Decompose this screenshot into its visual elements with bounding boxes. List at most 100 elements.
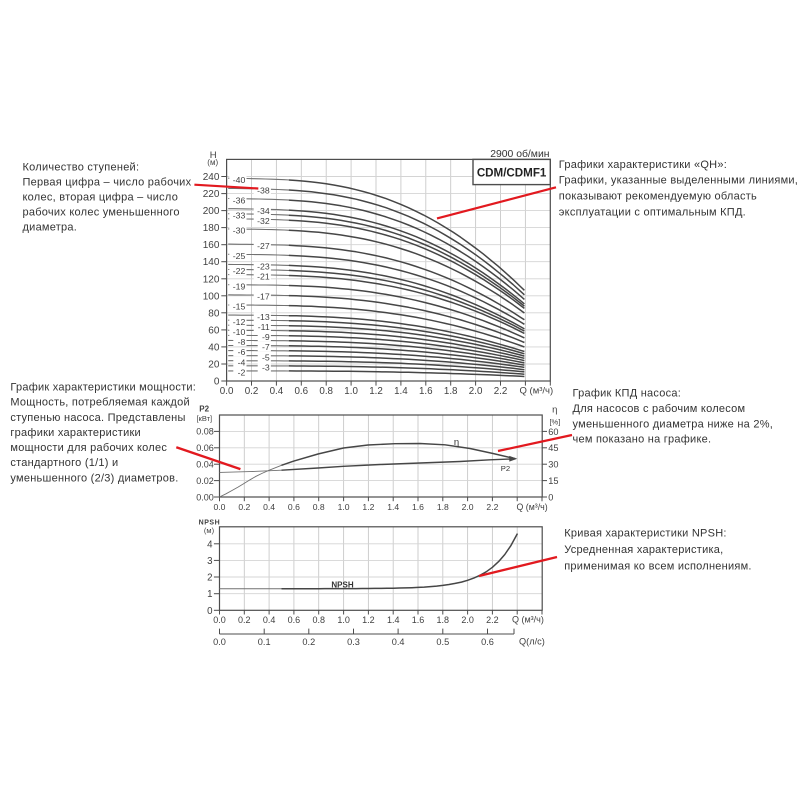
svg-text:1.8: 1.8 xyxy=(437,615,450,625)
svg-text:0.4: 0.4 xyxy=(263,615,276,625)
svg-text:0.0: 0.0 xyxy=(220,386,234,397)
svg-text:[%]: [%] xyxy=(549,417,560,426)
svg-text:0.2: 0.2 xyxy=(238,615,251,625)
svg-text:0.0: 0.0 xyxy=(213,637,226,647)
svg-text:-8: -8 xyxy=(238,337,246,347)
svg-text:Графики, указанные выделенными: Графики, указанные выделенными линиями, xyxy=(559,175,798,187)
svg-text:0.02: 0.02 xyxy=(196,476,214,486)
svg-text:-13: -13 xyxy=(257,312,270,322)
svg-text:0.6: 0.6 xyxy=(288,502,300,512)
svg-text:80: 80 xyxy=(208,308,220,319)
svg-text:-7: -7 xyxy=(262,342,270,352)
svg-text:220: 220 xyxy=(203,189,220,200)
svg-text:эксплуатации с оптимальным КПД: эксплуатации с оптимальным КПД. xyxy=(559,207,746,219)
svg-text:мощности для рабочих колес: мощности для рабочих колес xyxy=(10,442,167,454)
svg-text:NPSH: NPSH xyxy=(331,580,353,589)
svg-text:1.0: 1.0 xyxy=(344,386,358,397)
svg-text:2.0: 2.0 xyxy=(469,386,483,397)
svg-text:15: 15 xyxy=(548,476,558,486)
svg-text:0.4: 0.4 xyxy=(263,502,275,512)
svg-text:-19: -19 xyxy=(233,281,246,291)
svg-text:0.3: 0.3 xyxy=(347,637,360,647)
svg-text:0.00: 0.00 xyxy=(196,492,214,502)
svg-text:-32: -32 xyxy=(257,216,270,226)
svg-text:0.8: 0.8 xyxy=(319,386,333,397)
svg-text:H: H xyxy=(210,150,217,161)
svg-text:показывают рекомендуемую облас: показывают рекомендуемую область xyxy=(559,190,757,202)
svg-text:100: 100 xyxy=(203,291,220,302)
svg-text:180: 180 xyxy=(203,223,220,234)
svg-text:30: 30 xyxy=(548,460,558,470)
svg-text:2.2: 2.2 xyxy=(494,386,508,397)
svg-text:0.04: 0.04 xyxy=(196,460,214,470)
svg-text:120: 120 xyxy=(203,274,220,285)
svg-text:η: η xyxy=(552,405,557,416)
svg-text:1.6: 1.6 xyxy=(412,615,425,625)
svg-text:-25: -25 xyxy=(233,251,246,261)
svg-text:-22: -22 xyxy=(233,266,246,276)
svg-text:применимая ко всем исполнениям: применимая ко всем исполнениям. xyxy=(564,561,752,573)
svg-text:1.2: 1.2 xyxy=(362,502,374,512)
svg-text:графики характеристики: графики характеристики xyxy=(10,427,141,439)
svg-text:140: 140 xyxy=(203,257,220,268)
svg-text:-6: -6 xyxy=(238,347,246,357)
svg-text:(м): (м) xyxy=(204,526,215,535)
svg-text:0: 0 xyxy=(214,377,220,388)
svg-text:-34: -34 xyxy=(257,206,270,216)
svg-text:1.6: 1.6 xyxy=(412,502,424,512)
svg-text:-9: -9 xyxy=(262,332,270,342)
svg-text:стандартного (1/1) и: стандартного (1/1) и xyxy=(10,457,118,469)
svg-text:уменьшенного (2/3) диаметров.: уменьшенного (2/3) диаметров. xyxy=(10,472,178,484)
svg-text:-10: -10 xyxy=(233,327,246,337)
svg-text:2: 2 xyxy=(207,573,212,584)
svg-text:60: 60 xyxy=(208,325,220,336)
svg-text:Кривая характеристики NPSH:: Кривая характеристики NPSH: xyxy=(564,528,727,540)
svg-text:0.2: 0.2 xyxy=(238,502,250,512)
svg-text:Первая цифра – число рабочих: Первая цифра – число рабочих xyxy=(23,176,192,188)
svg-text:2900 об/мин: 2900 об/мин xyxy=(490,148,550,160)
svg-text:η: η xyxy=(454,437,459,448)
svg-text:-30: -30 xyxy=(233,226,246,236)
svg-text:CDM/CDMF1: CDM/CDMF1 xyxy=(477,166,547,179)
svg-text:1.2: 1.2 xyxy=(369,386,383,397)
svg-text:0.06: 0.06 xyxy=(196,443,214,453)
svg-text:0: 0 xyxy=(207,606,213,617)
svg-text:160: 160 xyxy=(203,240,220,251)
svg-text:1.8: 1.8 xyxy=(444,386,458,397)
svg-text:0.2: 0.2 xyxy=(302,637,315,647)
svg-text:-33: -33 xyxy=(233,211,246,221)
svg-text:NPSH: NPSH xyxy=(199,519,220,526)
svg-text:колес, вторая цифра – число: колес, вторая цифра – число xyxy=(23,191,179,203)
svg-text:1.2: 1.2 xyxy=(362,615,375,625)
svg-text:1: 1 xyxy=(207,589,212,600)
svg-text:[кВт]: [кВт] xyxy=(196,414,212,423)
svg-text:Q (м³/ч): Q (м³/ч) xyxy=(520,386,554,397)
svg-text:Графики характеристики «QH»:: Графики характеристики «QH»: xyxy=(559,159,727,171)
svg-text:3: 3 xyxy=(207,556,212,567)
svg-text:-40: -40 xyxy=(233,175,246,185)
svg-text:-27: -27 xyxy=(257,241,270,251)
svg-text:200: 200 xyxy=(203,206,220,217)
svg-text:2.2: 2.2 xyxy=(486,615,499,625)
svg-text:График характеристики мощности: График характеристики мощности: xyxy=(10,382,196,394)
svg-text:0.08: 0.08 xyxy=(196,427,214,437)
svg-text:0.6: 0.6 xyxy=(294,386,308,397)
svg-text:0.2: 0.2 xyxy=(245,386,259,397)
svg-text:45: 45 xyxy=(548,443,558,453)
svg-text:0.0: 0.0 xyxy=(213,615,226,625)
svg-text:-38: -38 xyxy=(257,186,270,196)
svg-text:60: 60 xyxy=(548,427,558,437)
svg-text:-21: -21 xyxy=(257,272,270,282)
svg-text:0.4: 0.4 xyxy=(392,637,405,647)
svg-text:Для насосов с рабочим колесом: Для насосов с рабочим колесом xyxy=(573,403,746,415)
svg-text:0: 0 xyxy=(548,492,553,502)
svg-text:-15: -15 xyxy=(233,302,246,312)
svg-text:2.0: 2.0 xyxy=(462,502,474,512)
svg-text:уменьшенного диаметра ниже на: уменьшенного диаметра ниже на 2%, xyxy=(573,418,774,430)
svg-text:-4: -4 xyxy=(238,357,246,367)
svg-text:(м): (м) xyxy=(207,158,218,167)
svg-text:0.4: 0.4 xyxy=(270,386,284,397)
svg-text:0.8: 0.8 xyxy=(313,502,325,512)
svg-text:0.8: 0.8 xyxy=(312,615,325,625)
svg-text:рабочих колес уменьшенного: рабочих колес уменьшенного xyxy=(23,206,180,218)
